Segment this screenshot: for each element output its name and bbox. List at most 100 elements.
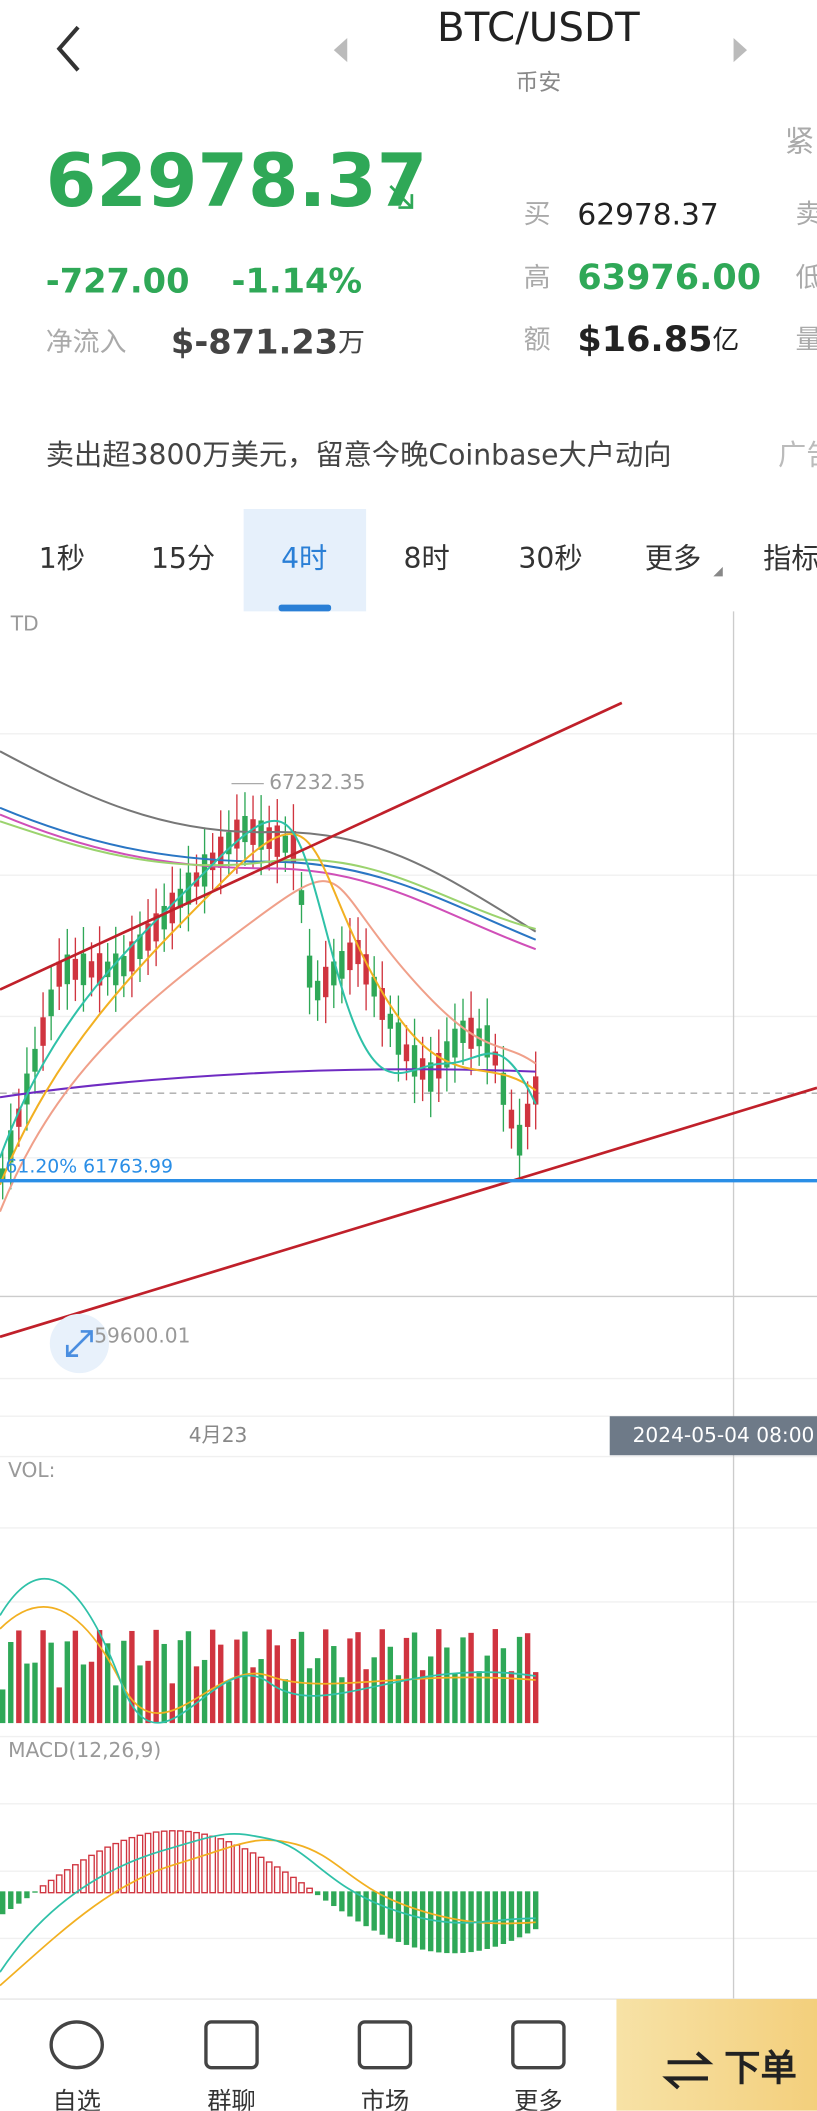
nav-label[interactable]: 自选 (52, 2088, 100, 2111)
dea (0, 1839, 536, 1987)
vol-bar (379, 1629, 385, 1724)
candle-body (306, 955, 313, 988)
nav-icon (49, 2020, 104, 2070)
vol-bar (113, 1685, 119, 1724)
vol-bar (153, 1629, 159, 1724)
candle-body (331, 961, 337, 986)
candle-body (508, 1109, 515, 1129)
vol-bar (209, 1629, 216, 1724)
macd-bar (339, 1891, 345, 1912)
stat-number: $16.85 (577, 320, 712, 360)
candle-body (428, 1062, 434, 1092)
macd-bar (306, 1887, 313, 1894)
tab[interactable]: 15分 (151, 542, 215, 575)
vol-bar (524, 1633, 531, 1724)
stat-number: 62978.37 (577, 197, 718, 231)
macd-bar (160, 1830, 168, 1894)
vol-bar (331, 1646, 337, 1724)
stat-label: 高 (524, 262, 551, 293)
vol-bar (395, 1675, 402, 1724)
vol-bar (411, 1632, 418, 1724)
header-right: 紧 (785, 124, 815, 158)
vol-bar (323, 1629, 329, 1724)
vol-bar (500, 1648, 507, 1724)
news[interactable]: 卖出超3800万美元，留意今晚Coinbase大户动向 (46, 439, 672, 472)
candle-body (516, 1124, 523, 1156)
candle-body (274, 825, 280, 857)
vol-bar (201, 1659, 208, 1724)
tab-indicator (278, 604, 332, 612)
back-button[interactable] (56, 25, 80, 72)
macd-bar (298, 1882, 305, 1894)
nav-label[interactable]: 市场 (361, 2088, 409, 2111)
macd-bar (96, 1850, 103, 1894)
trend-line (0, 1086, 817, 1339)
order-button[interactable] (616, 1999, 817, 2111)
candle-body (40, 1017, 46, 1046)
macd-bar (39, 1885, 47, 1894)
vol-bar (185, 1631, 192, 1724)
macd-bar (24, 1891, 30, 1899)
tab[interactable]: 8时 (404, 542, 450, 575)
candle-body (444, 1041, 450, 1068)
stat-value: 62978.37 (577, 197, 718, 231)
candle-body (88, 961, 95, 978)
candle-body (533, 1076, 539, 1105)
macd-bar (500, 1891, 507, 1944)
macd-bar (387, 1891, 394, 1939)
prev-arrow[interactable] (333, 37, 348, 63)
macd-bar (185, 1830, 192, 1894)
vol-bar (226, 1681, 232, 1724)
candle-body (129, 941, 135, 972)
tab[interactable]: 1秒 (39, 542, 85, 575)
vol-bar (56, 1687, 62, 1724)
candle-body (258, 820, 264, 850)
macd-bar (80, 1859, 87, 1894)
vol-bar (314, 1658, 321, 1724)
active-tab-bg (243, 509, 367, 612)
down-arrow (389, 185, 414, 209)
vol-bar (460, 1637, 466, 1724)
macd-bar (533, 1891, 539, 1930)
candle-body (460, 1020, 466, 1043)
candle-body (145, 923, 151, 951)
macd-bar (428, 1891, 434, 1952)
fib-label: 61.20% 61763.99 (5, 1157, 173, 1178)
nav-icon (511, 2020, 566, 2070)
candle-body (80, 953, 87, 986)
tab[interactable]: 指标 (763, 542, 817, 575)
candle-body (8, 1130, 14, 1163)
candle-body (266, 827, 272, 849)
vol-bar (484, 1655, 490, 1724)
vol-bar (72, 1630, 79, 1724)
vol-bar (250, 1667, 256, 1724)
zoom-icon (65, 1330, 93, 1357)
macd-bar (363, 1891, 369, 1927)
candle-body (371, 976, 377, 997)
nav-label[interactable]: 群聊 (207, 2088, 255, 2111)
stat-side: 卖 (795, 199, 817, 230)
candle-body (387, 1013, 394, 1029)
macd-bar (419, 1891, 426, 1950)
macd-bar (104, 1846, 112, 1894)
percent: -1.14% (232, 261, 363, 300)
next-arrow[interactable] (733, 37, 748, 63)
cursor-box (609, 1416, 817, 1456)
candle-body (500, 1072, 507, 1105)
ma-lines (0, 750, 537, 1213)
macd-bar (241, 1848, 249, 1894)
macd-bar (411, 1891, 418, 1948)
stat-number: 63976.00 (577, 258, 761, 298)
macd-bar (249, 1852, 257, 1894)
tab[interactable]: 4时 (281, 542, 327, 575)
macd-bar (524, 1891, 531, 1934)
tab[interactable]: 更多 (645, 542, 701, 575)
candle-body (282, 835, 289, 853)
candle-body (137, 934, 143, 959)
macd-bar (323, 1891, 329, 1901)
netflow: $-871.23万 (171, 322, 365, 361)
news-tag: 广告 (778, 439, 817, 472)
nav-label[interactable]: 更多 (514, 2088, 562, 2111)
tab[interactable]: 30秒 (518, 542, 582, 575)
macd-bar (193, 1831, 200, 1894)
